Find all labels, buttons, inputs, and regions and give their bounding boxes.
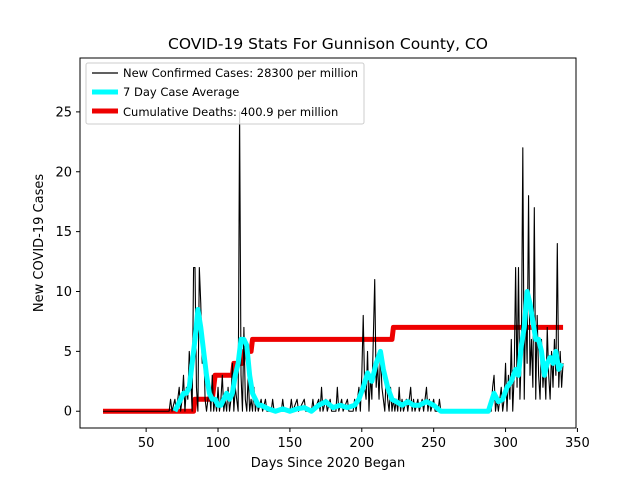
- legend: New Confirmed Cases: 28300 per million 7…: [85, 62, 365, 125]
- y-tick-label: 20: [55, 165, 72, 180]
- x-tick-label: 300: [493, 436, 518, 451]
- legend-label-7day-average: 7 Day Case Average: [123, 85, 239, 99]
- 7day-average-line: [172, 289, 564, 414]
- y-axis-label: New COVID-19 Cases: [32, 174, 47, 312]
- y-tick-label: 10: [55, 285, 72, 300]
- x-axis-label: Days Since 2020 Began: [251, 456, 406, 471]
- x-tick-label: 200: [349, 436, 374, 451]
- x-tick-label: 350: [565, 436, 590, 451]
- y-tick-label: 25: [55, 105, 72, 120]
- legend-label-cumulative-deaths: Cumulative Deaths: 400.9 per million: [123, 105, 338, 119]
- y-tick-label: 15: [55, 225, 72, 240]
- x-tick-label: 250: [421, 436, 446, 451]
- x-tick-label: 100: [206, 436, 231, 451]
- y-tick-label: 0: [64, 405, 72, 420]
- x-tick-label: 50: [138, 436, 155, 451]
- legend-box: [85, 62, 365, 125]
- new-cases-line: [103, 111, 564, 412]
- x-tick-label: 150: [277, 436, 302, 451]
- legend-label-new-cases: New Confirmed Cases: 28300 per million: [123, 66, 358, 80]
- y-tick-label: 5: [64, 345, 72, 360]
- chart-title: COVID-19 Stats For Gunnison County, CO: [168, 35, 488, 53]
- plot-frame: [79, 57, 577, 429]
